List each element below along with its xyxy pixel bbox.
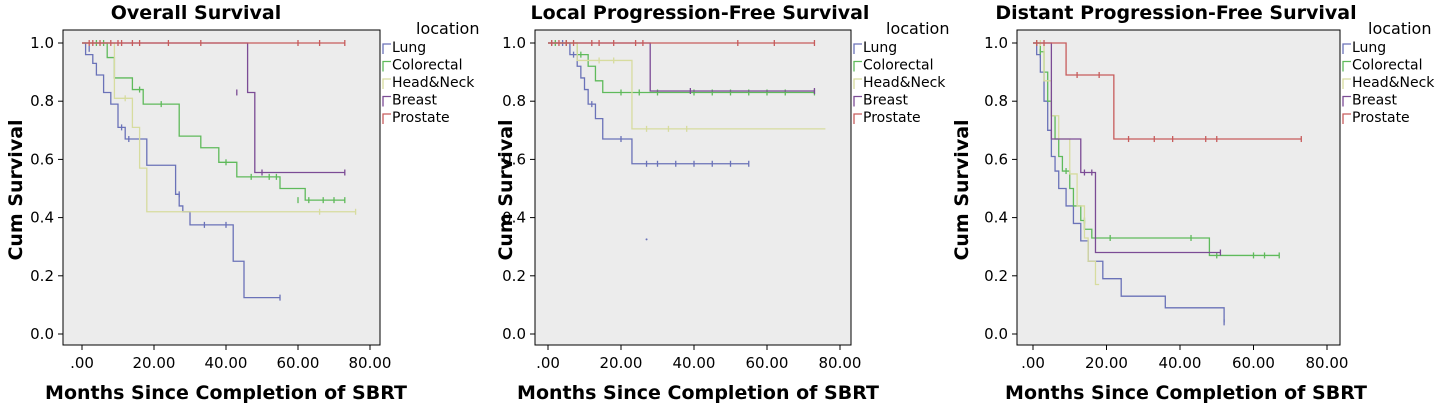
x-tick-label: .00 bbox=[70, 354, 94, 372]
x-tick-label: 20.00 bbox=[1085, 354, 1128, 372]
series-line-colorectal bbox=[1033, 42, 1280, 257]
legend-label-lung: Lung bbox=[392, 40, 426, 56]
legend-swatch-prostate bbox=[853, 113, 862, 124]
panel-overall-survival: Overall Survival Cum Survival Months Sin… bbox=[5, 2, 479, 404]
y-tick-label: 1.0 bbox=[30, 34, 54, 52]
y-tick-label: 0.4 bbox=[502, 209, 526, 227]
legend-label-prostate: Prostate bbox=[1352, 110, 1410, 126]
chart-title: Local Progression-Free Survival bbox=[531, 2, 870, 24]
panel-local-pfs: Local Progression-Free Survival Cum Surv… bbox=[495, 2, 949, 404]
y-tick-label: 1.0 bbox=[984, 34, 1008, 52]
x-tick-label: .00 bbox=[536, 354, 560, 372]
legend-title: location bbox=[1368, 19, 1431, 38]
y-tick-label: 0.0 bbox=[502, 325, 526, 343]
y-tick-label: 0.2 bbox=[984, 267, 1008, 285]
legend-label-head-neck: Head&Neck bbox=[1352, 75, 1435, 91]
x-tick-label: 20.00 bbox=[133, 354, 176, 372]
series-line-breast bbox=[1033, 42, 1221, 254]
legend-swatch-lung bbox=[382, 43, 391, 54]
panel-distant-pfs: Distant Progression-Free Survival Cum Su… bbox=[951, 2, 1435, 404]
legend-swatch-colorectal bbox=[853, 60, 862, 72]
series-line-lung bbox=[548, 42, 749, 165]
legend-label-colorectal: Colorectal bbox=[863, 58, 934, 74]
x-tick-label: 60.00 bbox=[277, 354, 320, 372]
x-axis-label: Months Since Completion of SBRT bbox=[45, 382, 407, 404]
y-tick-label: 0.2 bbox=[30, 267, 54, 285]
stray-point bbox=[645, 238, 648, 241]
legend-label-breast: Breast bbox=[1352, 93, 1398, 109]
legend-label-breast: Breast bbox=[392, 93, 438, 109]
legend-label-head-neck: Head&Neck bbox=[863, 75, 946, 91]
x-tick-label: 40.00 bbox=[673, 354, 716, 372]
series-line-head-neck bbox=[82, 42, 356, 213]
plot-background bbox=[62, 29, 381, 346]
x-tick-label: 60.00 bbox=[1232, 354, 1275, 372]
y-axis-label: Cum Survival bbox=[951, 119, 973, 260]
x-tick-label: 80.00 bbox=[349, 354, 392, 372]
x-tick-label: 40.00 bbox=[1159, 354, 1202, 372]
x-tick-label: 80.00 bbox=[1306, 354, 1349, 372]
plot-background bbox=[1016, 29, 1341, 346]
plot-area: 0.0 0.2 0.4 0.6 0.8 1.0 .00 20.00 40.00 60.00 80.0… bbox=[30, 29, 392, 372]
legend-swatch-colorectal bbox=[382, 60, 391, 72]
x-tick-label: .00 bbox=[1021, 354, 1045, 372]
legend-swatch-breast bbox=[853, 95, 862, 107]
chart-title: Overall Survival bbox=[111, 2, 281, 24]
y-tick-label: 0.8 bbox=[502, 92, 526, 110]
legend-swatch-lung bbox=[853, 43, 862, 54]
legend-title: location bbox=[416, 19, 479, 38]
legend-swatch-prostate bbox=[1342, 113, 1351, 124]
legend-swatch-head-neck bbox=[382, 78, 391, 89]
x-tick-label: 60.00 bbox=[746, 354, 789, 372]
legend-swatch-breast bbox=[382, 95, 391, 107]
legend-swatch-prostate bbox=[382, 113, 391, 124]
y-tick-label: 0.6 bbox=[30, 150, 54, 168]
y-tick-label: 0.2 bbox=[502, 267, 526, 285]
series-line-head-neck bbox=[1033, 42, 1100, 286]
legend-label-breast: Breast bbox=[863, 93, 909, 109]
legend-swatch-lung bbox=[1342, 43, 1351, 54]
y-tick-label: 0.0 bbox=[30, 325, 54, 343]
y-tick-label: 0.8 bbox=[30, 92, 54, 110]
x-tick-label: 40.00 bbox=[205, 354, 248, 372]
y-tick-label: 0.4 bbox=[30, 209, 54, 227]
x-tick-label: 20.00 bbox=[600, 354, 643, 372]
legend-swatch-head-neck bbox=[853, 78, 862, 89]
x-tick-label: 80.00 bbox=[819, 354, 862, 372]
y-tick-label: 0.6 bbox=[984, 150, 1008, 168]
series-line-prostate bbox=[1033, 42, 1302, 140]
legend-label-head-neck: Head&Neck bbox=[392, 75, 475, 91]
x-axis-label: Months Since Completion of SBRT bbox=[517, 382, 879, 404]
chart-title: Distant Progression-Free Survival bbox=[995, 2, 1356, 24]
legend-label-prostate: Prostate bbox=[863, 110, 921, 126]
y-axis-label: Cum Survival bbox=[5, 119, 27, 260]
legend-label-lung: Lung bbox=[863, 40, 897, 56]
y-tick-label: 0.0 bbox=[984, 325, 1008, 343]
y-tick-label: 0.4 bbox=[984, 209, 1008, 227]
plot-background bbox=[534, 29, 852, 346]
legend-label-colorectal: Colorectal bbox=[392, 58, 463, 74]
y-tick-label: 1.0 bbox=[502, 34, 526, 52]
legend-swatch-colorectal bbox=[1342, 60, 1351, 72]
series-line-lung bbox=[82, 42, 280, 299]
plot-area: 0.0 0.2 0.4 0.6 0.8 1.0 .00 20.00 40.00 60.00 80.0… bbox=[984, 29, 1349, 372]
legend-swatch-breast bbox=[1342, 95, 1351, 107]
y-axis-label: Cum Survival bbox=[495, 119, 517, 260]
y-tick-label: 0.8 bbox=[984, 92, 1008, 110]
plot-area: 0.0 0.2 0.4 0.6 0.8 1.0 .00 20.00 40.00 60.00 80.0… bbox=[502, 29, 862, 372]
legend-label-lung: Lung bbox=[1352, 40, 1386, 56]
y-tick-label: 0.6 bbox=[502, 150, 526, 168]
legend-label-colorectal: Colorectal bbox=[1352, 58, 1423, 74]
x-axis-label: Months Since Completion of SBRT bbox=[1005, 382, 1367, 404]
legend-swatch-head-neck bbox=[1342, 78, 1351, 89]
legend-label-prostate: Prostate bbox=[392, 110, 450, 126]
legend-title: location bbox=[886, 19, 949, 38]
